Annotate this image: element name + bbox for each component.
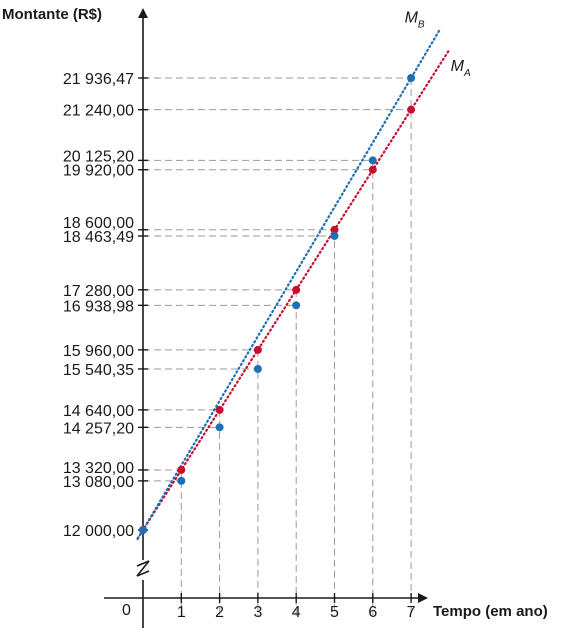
y-tick-label: 18 463,49: [63, 229, 134, 246]
x-axis-title: Tempo (em ano): [433, 603, 548, 620]
y-tick-label: 17 280,00: [63, 283, 134, 300]
point-b: [215, 423, 224, 432]
point-a: [253, 345, 262, 354]
axes: [104, 8, 428, 628]
y-tick-label: 19 920,00: [63, 163, 134, 180]
point-b: [292, 301, 301, 310]
y-tick-label: 21 936,47: [63, 71, 134, 88]
point-a: [215, 405, 224, 414]
y-axis-title: Montante (R$): [2, 6, 102, 23]
y-tick-label: 14 257,20: [63, 420, 134, 437]
y-tick-label: 20 125,20: [63, 149, 134, 166]
x-tick-label: 3: [253, 604, 262, 621]
point-a: [177, 465, 186, 474]
y-axis-break-icon: [136, 560, 150, 577]
series-label-b: MB: [405, 9, 425, 30]
y-tick-label: 18 600,00: [63, 215, 134, 232]
point-a: [368, 165, 377, 174]
y-tick-label: 13 080,00: [63, 474, 134, 491]
x-axis-arrow: [418, 593, 428, 603]
y-tick-label: 15 960,00: [63, 343, 134, 360]
series-line-b: [136, 27, 442, 541]
y-tick-label: 14 640,00: [63, 403, 134, 420]
guide-lines: [143, 77, 412, 616]
point-b: [139, 526, 147, 534]
point-b: [368, 156, 377, 165]
y-tick-label: 15 540,35: [63, 362, 134, 379]
series-line-a: [136, 49, 450, 540]
x-tick-label: 5: [330, 604, 339, 621]
point-b: [177, 476, 186, 485]
x-tick-label: 1: [177, 604, 186, 621]
x-tick-label: 7: [407, 604, 416, 621]
y-tick-label: 12 000,00: [63, 523, 134, 540]
y-tick-label: 13 320,00: [63, 460, 134, 477]
series-label-a: MA: [451, 58, 471, 79]
y-tick-label: 21 240,00: [63, 103, 134, 120]
point-b: [253, 364, 262, 373]
y-axis-arrow: [138, 8, 148, 18]
origin-label: 0: [122, 602, 131, 619]
series-label-subscript: A: [463, 68, 471, 79]
series-lines: [136, 27, 450, 541]
point-a: [330, 225, 339, 234]
point-b: [330, 231, 339, 240]
y-tick-label: 16 938,98: [63, 298, 134, 315]
x-tick-label: 6: [368, 604, 377, 621]
series-label-subscript: B: [418, 19, 425, 30]
data-points: [139, 74, 416, 534]
point-a: [292, 285, 301, 294]
x-tick-label: 2: [215, 604, 224, 621]
x-tick-label: 4: [292, 604, 301, 621]
point-b: [407, 74, 416, 82]
point-a: [407, 105, 416, 114]
